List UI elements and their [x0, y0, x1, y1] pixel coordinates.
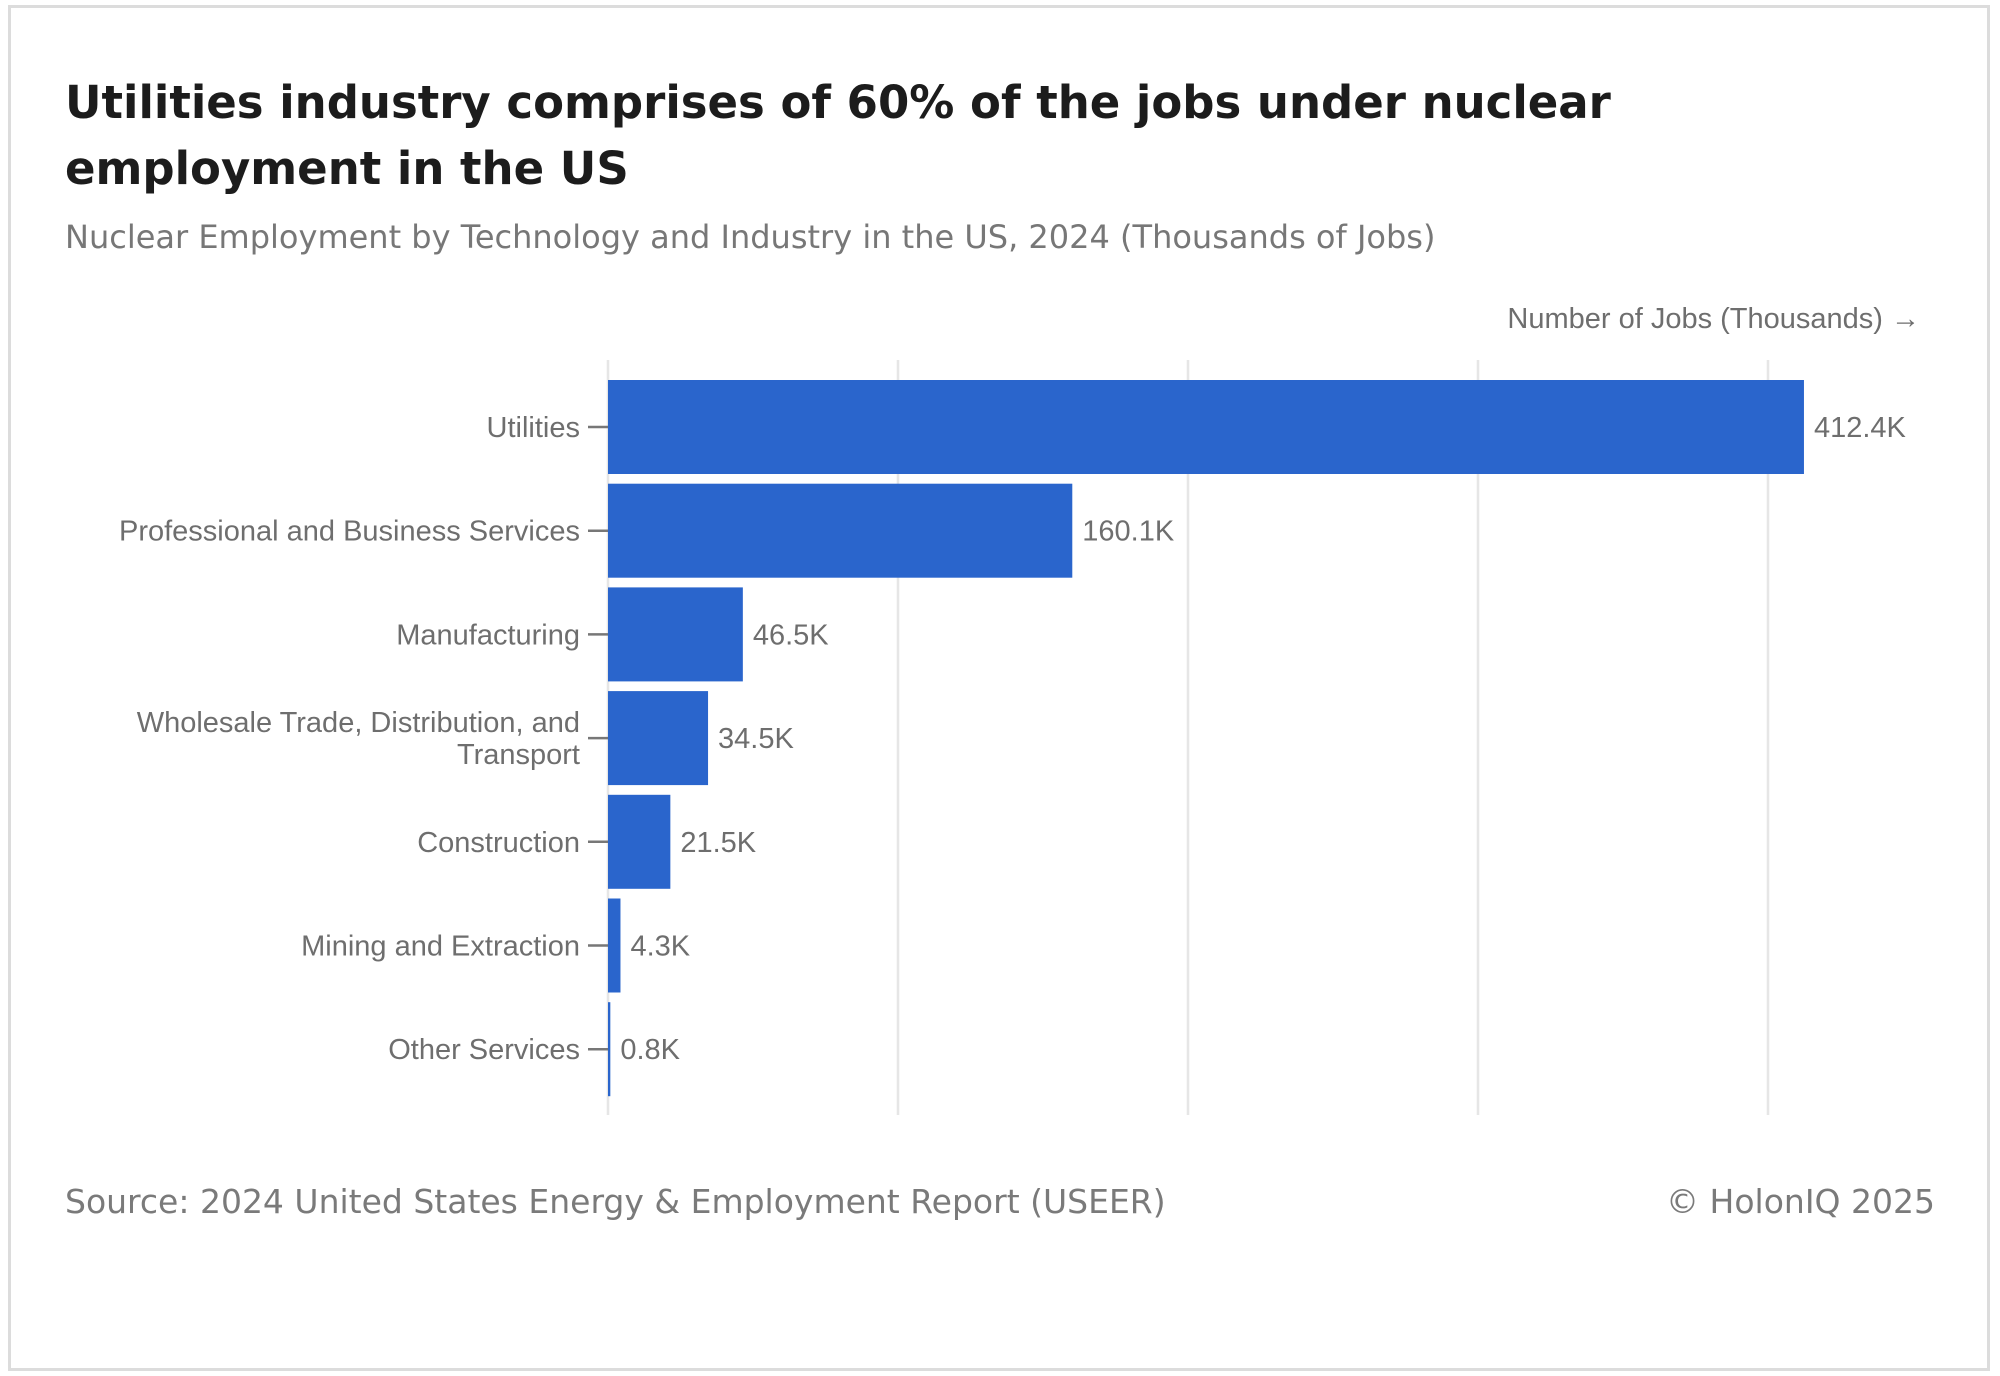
y-tick-label: Utilities — [487, 412, 580, 444]
bar — [608, 794, 671, 889]
y-tick-label: Professional and Business Services — [119, 516, 580, 548]
bar — [608, 1002, 611, 1097]
y-tick-label: Mining and Extraction — [301, 931, 580, 963]
data-label: 34.5K — [718, 723, 794, 755]
y-tick-label: Construction — [417, 827, 580, 859]
chart-title: Utilities industry comprises of 60% of t… — [65, 76, 1611, 195]
x-axis-title: Number of Jobs (Thousands) → — [1507, 303, 1920, 335]
bar — [608, 691, 709, 786]
data-label: 46.5K — [753, 619, 829, 651]
chart-card — [8, 5, 1990, 1371]
y-tick-label: Other Services — [388, 1034, 580, 1066]
chart-subtitle: Nuclear Employment by Technology and Ind… — [65, 218, 1436, 256]
source-note: Source: 2024 United States Energy & Empl… — [65, 1182, 1166, 1221]
data-label: 4.3K — [630, 931, 690, 963]
bar — [608, 380, 1804, 474]
y-tick-label: Manufacturing — [396, 619, 580, 651]
copyright-note: © HolonIQ 2025 — [1666, 1182, 1935, 1221]
y-tick-label: Wholesale Trade, Distribution, and Transp… — [137, 707, 580, 771]
bar — [608, 483, 1073, 578]
bar — [608, 587, 743, 682]
data-label: 160.1K — [1082, 516, 1175, 548]
data-label: 412.4K — [1814, 412, 1907, 444]
data-label: 0.8K — [620, 1034, 680, 1066]
bar — [608, 898, 621, 993]
data-label: 21.5K — [680, 827, 756, 859]
